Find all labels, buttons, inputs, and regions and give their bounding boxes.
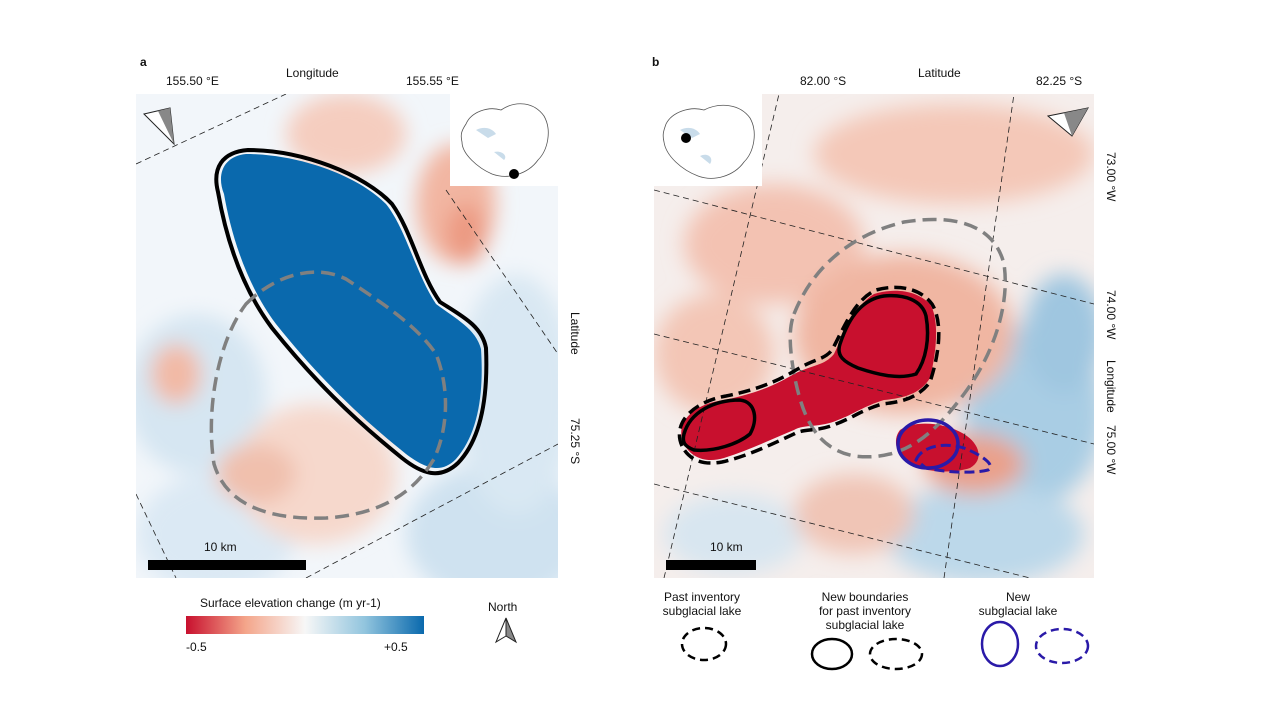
antarctica-inset-icon	[460, 103, 549, 177]
panel-b-lon-tick-3: 75.00 °W	[1104, 425, 1118, 475]
panel-b-top-axis-title: Latitude	[918, 66, 961, 80]
new-boundary-solid-outline-2	[681, 398, 757, 453]
new-boundary-dashed-outline	[677, 285, 941, 465]
panel-a-map	[136, 94, 558, 578]
north-arrow-icon	[143, 107, 175, 146]
legend-new-lake-label: New subglacial lake	[978, 590, 1058, 618]
past-inventory-outline	[788, 217, 1007, 459]
colorbar-min-label: -0.5	[186, 640, 207, 654]
thickening-area	[220, 154, 482, 469]
thinning-area-main	[681, 290, 937, 461]
legend-past-inventory-symbol	[680, 626, 728, 662]
panel-a-lon-tick-2: 155.55 °E	[406, 74, 459, 88]
north-arrow-icon	[1046, 107, 1089, 137]
panel-b-map	[654, 94, 1094, 578]
colorbar-max-label: +0.5	[384, 640, 408, 654]
panel-a-top-axis-title: Longitude	[286, 66, 339, 80]
north-arrow-icon	[494, 617, 518, 644]
new-boundary-solid-outline	[837, 293, 930, 379]
scale-bar	[666, 560, 756, 570]
north-legend-label: North	[488, 600, 518, 614]
new-lake-dashed-outline	[914, 443, 992, 474]
location-dot-icon	[509, 169, 519, 179]
colorbar-title: Surface elevation change (m yr-1)	[200, 596, 381, 610]
scale-bar	[148, 560, 306, 570]
colorbar	[186, 616, 424, 634]
past-inventory-outline	[209, 270, 448, 520]
antarctica-inset-icon	[662, 104, 755, 179]
legend-past-inventory-label: Past inventory subglacial lake	[662, 590, 742, 618]
panel-a-right-axis-title: Latitude	[568, 312, 582, 355]
panel-a-lat-tick-1: 75.25 °S	[568, 418, 582, 465]
panel-b-label: b	[652, 55, 660, 69]
panel-a-lon-tick-1: 155.50 °E	[166, 74, 219, 88]
panel-b-scale-label: 10 km	[710, 540, 743, 554]
legend-new-boundaries-label: New boundaries for past inventory subgla…	[818, 590, 912, 632]
panel-a-scale-label: 10 km	[204, 540, 237, 554]
new-boundary-outline	[214, 147, 489, 476]
panel-a-label: a	[140, 55, 147, 69]
panel-b-lon-tick-2: 74.00 °W	[1104, 290, 1118, 340]
legend-new-lake-symbols	[980, 620, 1090, 668]
panel-b-lon-tick-1: 73.00 °W	[1104, 152, 1118, 202]
panel-b-lat-tick-1: 82.00 °S	[800, 74, 847, 88]
legend-new-boundaries-symbols	[810, 637, 924, 671]
location-dot-icon	[681, 133, 691, 143]
panel-b-right-axis-title: Longitude	[1104, 360, 1118, 413]
panel-b-lat-tick-2: 82.25 °S	[1036, 74, 1083, 88]
